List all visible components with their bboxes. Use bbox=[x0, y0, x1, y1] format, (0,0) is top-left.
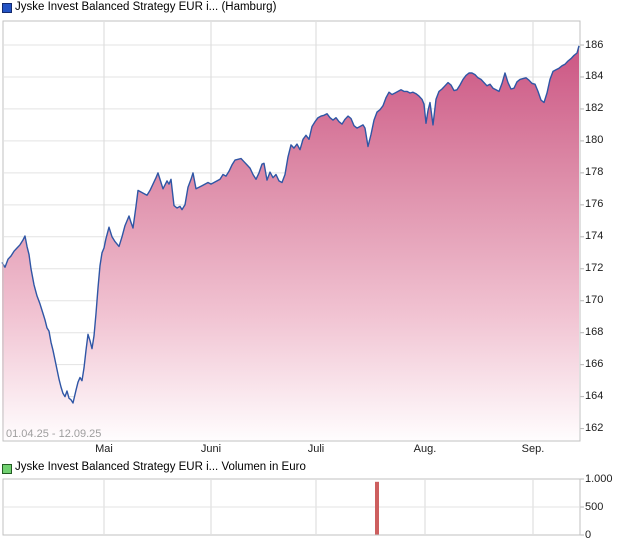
price-y-axis-label: 174 bbox=[585, 230, 604, 243]
volume-chart-title: Jyske Invest Balanced Strategy EUR i... … bbox=[15, 461, 306, 473]
price-y-axis-label: 162 bbox=[585, 422, 604, 435]
price-y-axis-label: 168 bbox=[585, 326, 604, 339]
price-series-legend-icon bbox=[2, 3, 12, 13]
volume-bar bbox=[375, 481, 379, 535]
price-y-axis-label: 176 bbox=[585, 198, 604, 211]
volume-chart-plot-area[interactable] bbox=[3, 479, 580, 535]
x-axis-month-label: Juli bbox=[307, 443, 325, 455]
price-chart-title: Jyske Invest Balanced Strategy EUR i... … bbox=[15, 1, 277, 13]
price-y-axis-label: 182 bbox=[585, 102, 604, 115]
price-y-axis-label: 186 bbox=[585, 38, 604, 51]
price-chart-plot-area[interactable] bbox=[3, 21, 580, 441]
price-y-axis-label: 178 bbox=[585, 166, 604, 179]
price-y-axis-label: 164 bbox=[585, 390, 604, 403]
x-axis-month-label: Mai bbox=[95, 443, 113, 455]
volume-y-axis-label: 0 bbox=[585, 528, 592, 541]
price-y-axis-label: 180 bbox=[585, 134, 604, 147]
price-y-axis-label: 172 bbox=[585, 262, 604, 275]
price-y-axis-label: 170 bbox=[585, 294, 604, 307]
date-range-label: 01.04.25 - 12.09.25 bbox=[6, 428, 102, 440]
volume-series-legend-icon bbox=[2, 464, 12, 474]
x-axis-month-label: Aug. bbox=[413, 443, 437, 455]
volume-y-axis-label: 500 bbox=[585, 500, 604, 513]
x-axis-month-label: Juni bbox=[200, 443, 222, 455]
price-y-axis-label: 166 bbox=[585, 358, 604, 371]
x-axis-month-label: Sep. bbox=[521, 443, 545, 455]
volume-y-axis-label: 1.000 bbox=[585, 472, 613, 485]
price-y-axis-label: 184 bbox=[585, 70, 604, 83]
